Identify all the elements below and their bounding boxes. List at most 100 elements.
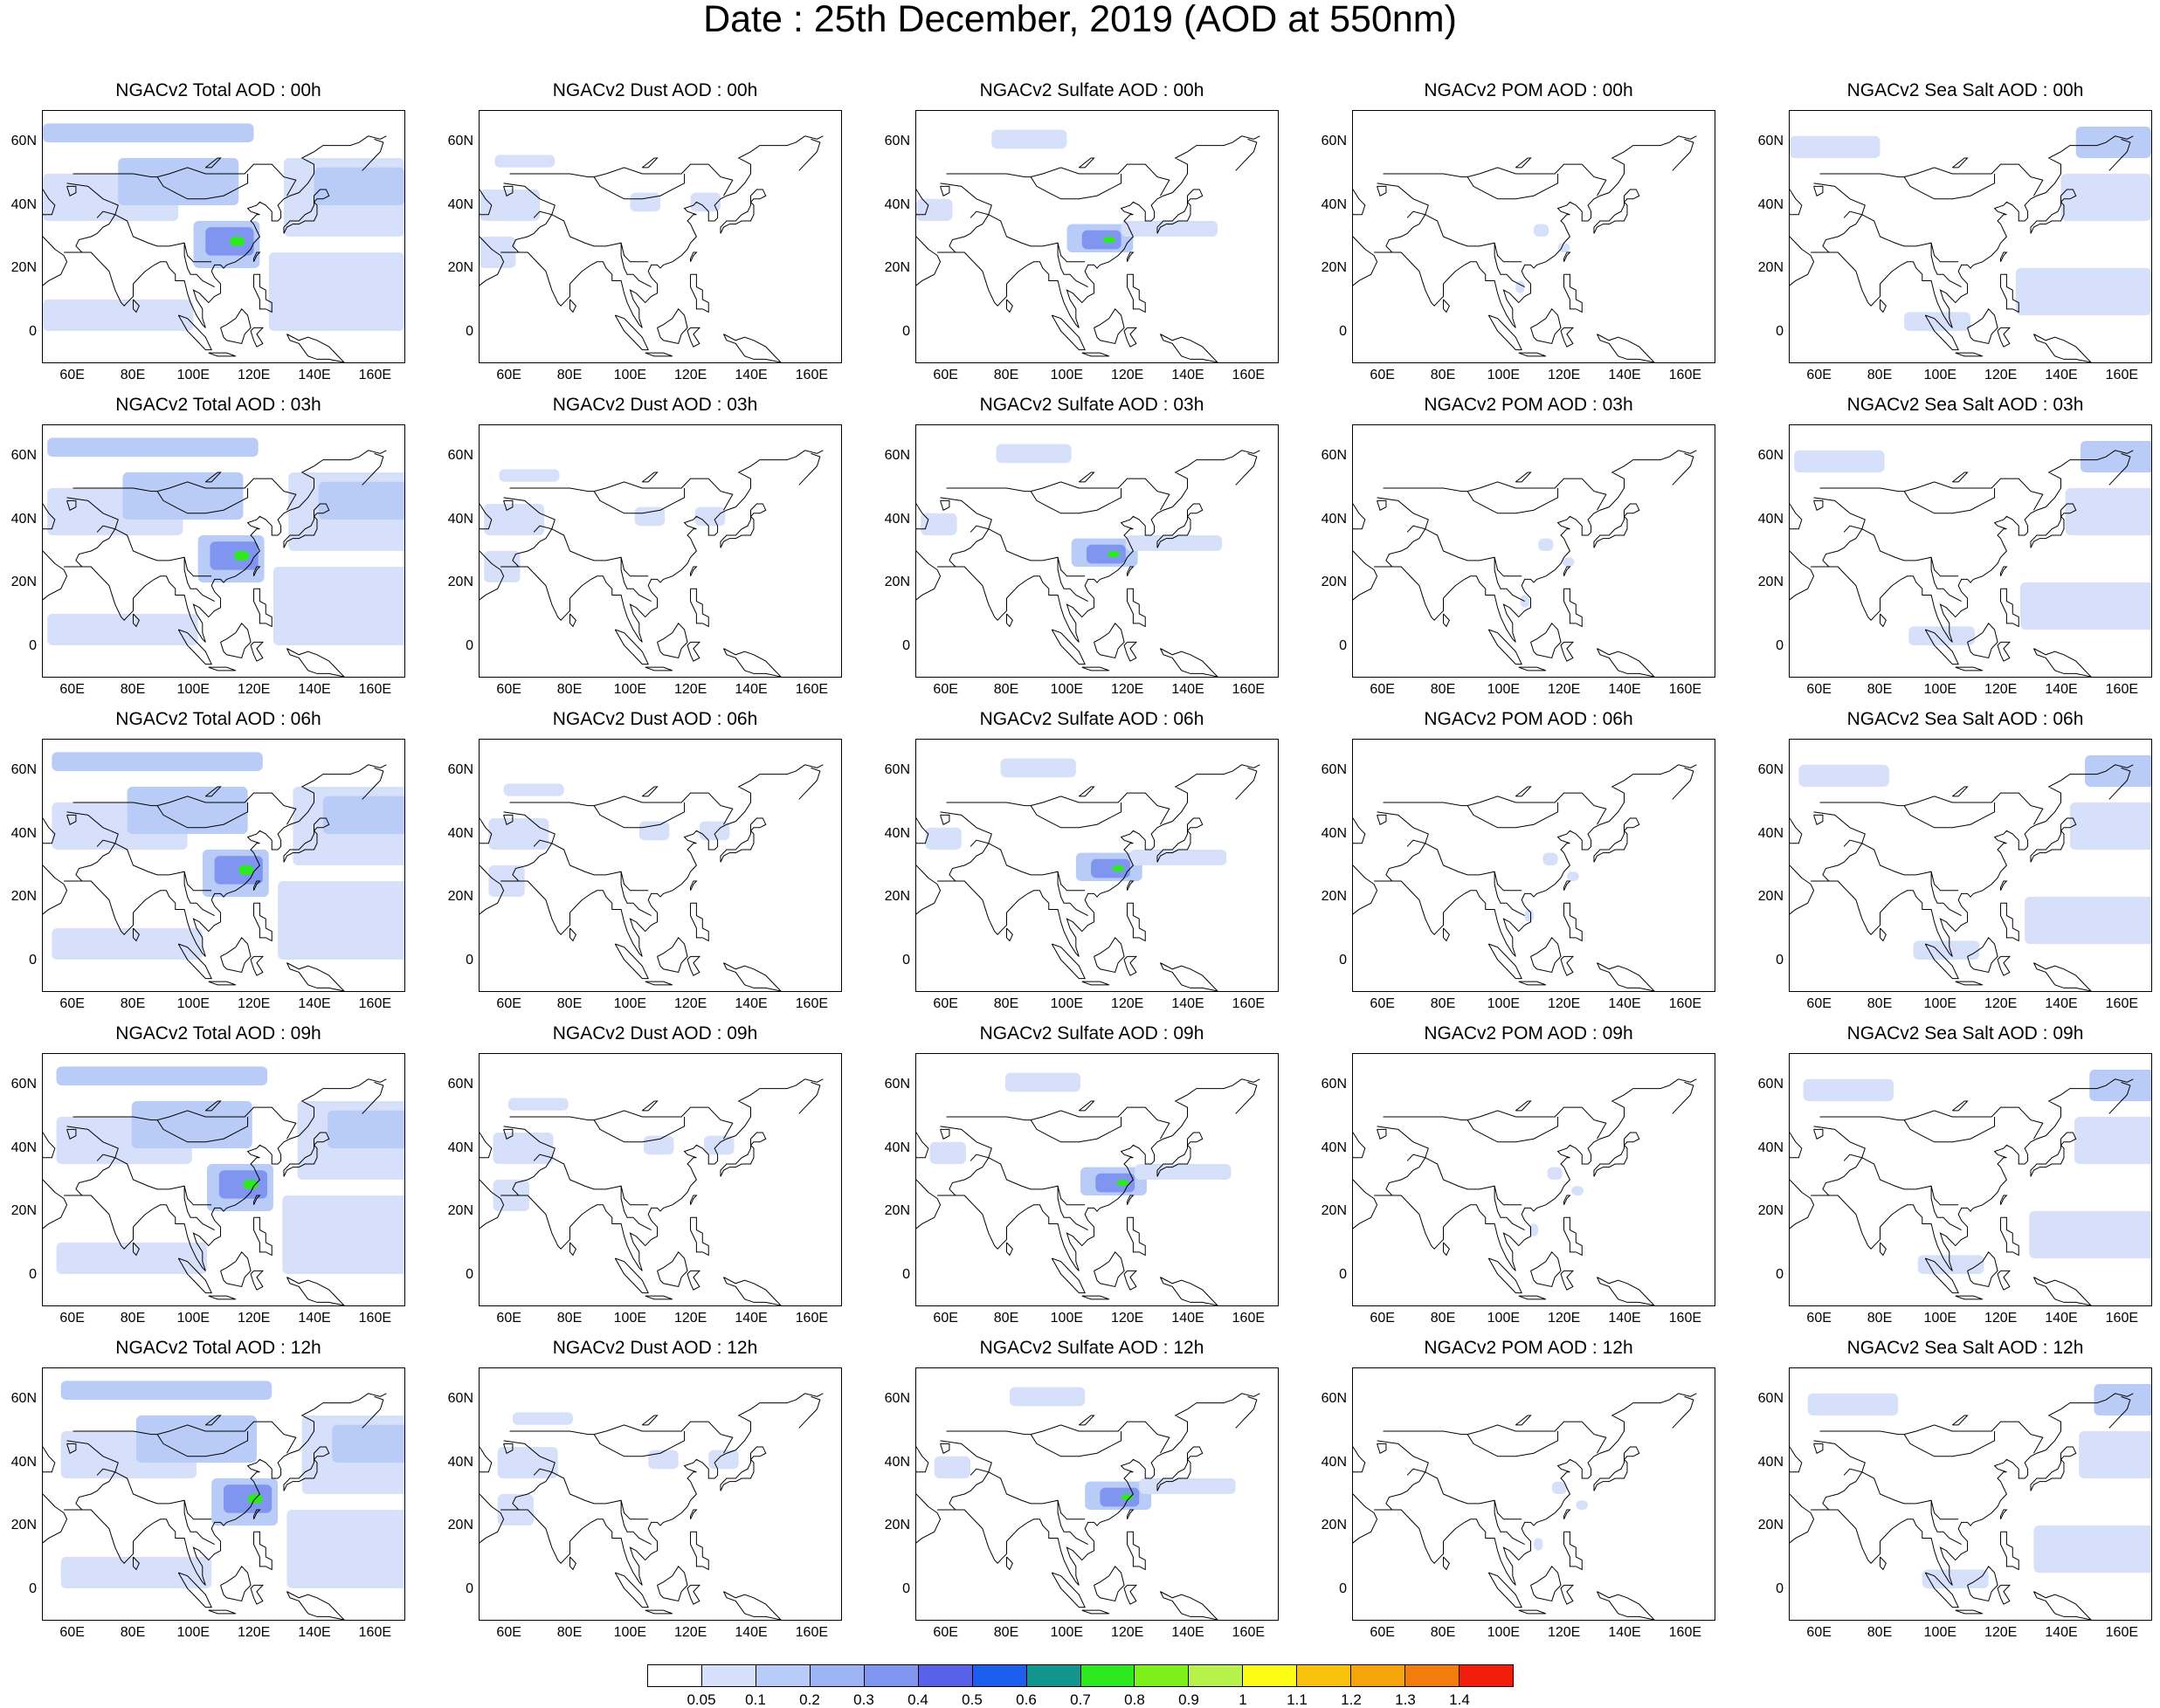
aod-patch	[1807, 1393, 1899, 1415]
aod-field-map	[480, 450, 824, 677]
x-tick-label: 60E	[59, 1625, 85, 1640]
map-frame	[479, 1367, 842, 1621]
aod-patch	[480, 189, 540, 221]
aod-patch	[2074, 1117, 2151, 1164]
y-tick-label: 60N	[447, 1391, 473, 1407]
aod-patch	[1086, 544, 1126, 564]
aod-patch	[318, 481, 404, 520]
aod-patch	[43, 300, 194, 331]
y-tick-label: 60N	[447, 762, 473, 778]
y-tick-label: 40N	[10, 1140, 37, 1155]
y-tick-label: 0	[466, 1266, 473, 1282]
x-tick-label: 80E	[556, 368, 583, 382]
aod-colorbar-labels: 0.05 0.1 0.2 0.3 0.4 0.5 0.6 0.7 0.8 0.9 1 1.1 1.2 1.…	[647, 1692, 1514, 1708]
colorbar-label: 0.4	[907, 1691, 928, 1708]
aod-patch	[1100, 1487, 1140, 1507]
x-tick-label: 60E	[1806, 1625, 1832, 1640]
y-tick-label: 20N	[1321, 260, 1347, 276]
x-tick-label: 100E	[613, 368, 647, 382]
x-tick-label: 120E	[1984, 1311, 2018, 1326]
y-tick-label: 0	[902, 1581, 910, 1596]
colorbar-label: 0.3	[853, 1691, 874, 1708]
aod-patch	[1129, 850, 1227, 865]
map-frame	[1789, 424, 2152, 678]
colorbar-segment	[701, 1665, 756, 1686]
x-tick-label: 80E	[993, 682, 1019, 697]
x-tick-label: 120E	[1110, 996, 1144, 1011]
x-tick-label: 160E	[2105, 1625, 2139, 1640]
aod-patch	[1102, 237, 1115, 244]
x-tick-label: 100E	[1050, 996, 1084, 1011]
y-tick-label: 0	[29, 1266, 37, 1282]
aod-patch	[332, 1424, 404, 1463]
aod-patch	[286, 1510, 404, 1588]
aod-patch	[1121, 221, 1218, 237]
x-tick-label: 80E	[1430, 368, 1456, 382]
colorbar-label: 0.7	[1070, 1691, 1091, 1708]
colorbar-label: 0.9	[1178, 1691, 1199, 1708]
map-frame	[1352, 1367, 1715, 1621]
x-tick-label: 100E	[176, 1625, 210, 1640]
map-frame	[479, 424, 842, 678]
map-frame	[479, 110, 842, 363]
x-tick-label: 140E	[735, 1311, 768, 1326]
coastline	[480, 1393, 824, 1620]
x-tick-label: 60E	[1370, 682, 1395, 697]
x-tick-label: 100E	[1050, 682, 1084, 697]
aod-patch	[1798, 764, 1889, 787]
y-tick-label: 40N	[1321, 196, 1347, 212]
aod-patch	[694, 506, 726, 527]
aod-field-map	[1353, 764, 1697, 991]
x-tick-label: 120E	[673, 996, 707, 1011]
aod-patch	[56, 1066, 268, 1085]
coastline	[1790, 450, 2134, 677]
aod-patch	[1095, 1173, 1135, 1193]
y-tick-label: 60N	[884, 1391, 910, 1407]
aod-patch	[690, 192, 721, 212]
panel-title: NGACv2 Dust AOD : 09h	[552, 1023, 758, 1043]
coastline	[1353, 450, 1697, 677]
y-tick-label: 20N	[10, 1518, 37, 1533]
colorbar-segment	[1243, 1665, 1298, 1686]
aod-patch	[1524, 909, 1534, 922]
aod-field-map	[43, 1381, 404, 1620]
aod-patch	[1529, 1223, 1539, 1236]
coastline	[916, 1393, 1260, 1620]
aod-patch	[1794, 450, 1885, 472]
y-tick-label: 60N	[1757, 134, 1784, 149]
x-tick-label: 80E	[1430, 1625, 1456, 1640]
x-tick-label: 160E	[358, 996, 392, 1011]
x-tick-label: 60E	[1806, 996, 1832, 1011]
y-tick-label: 40N	[1757, 1140, 1784, 1155]
aod-patch	[1547, 1167, 1563, 1180]
map-panel-dust-12h: NGACv2 Dust AOD : 12h 60N 40N 20N 0 60E 80E 100…	[437, 1338, 873, 1652]
aod-patch	[1562, 557, 1575, 567]
aod-patch	[1790, 135, 1881, 158]
map-panel-dust-09h: NGACv2 Dust AOD : 09h 60N 40N 20N 0 60E 80E 100…	[437, 1023, 873, 1338]
y-tick-label: 60N	[1321, 762, 1347, 778]
map-frame	[915, 424, 1279, 678]
aod-patch	[47, 437, 259, 457]
x-tick-label: 140E	[1608, 368, 1641, 382]
map-frame	[1352, 739, 1715, 992]
aod-patch	[499, 469, 560, 482]
y-tick-label: 40N	[1757, 825, 1784, 841]
y-tick-label: 60N	[884, 762, 910, 778]
map-frame	[915, 1367, 1279, 1621]
y-tick-label: 60N	[884, 134, 910, 149]
x-tick-label: 160E	[1232, 996, 1266, 1011]
x-tick-label: 140E	[1171, 996, 1204, 1011]
aod-patch	[278, 881, 404, 960]
y-tick-label: 40N	[1321, 825, 1347, 841]
aod-patch	[218, 1170, 268, 1199]
x-tick-label: 140E	[1608, 996, 1641, 1011]
x-tick-label: 140E	[1171, 368, 1204, 382]
coastline	[916, 764, 1260, 991]
panel-title: NGACv2 Sulfate AOD : 09h	[979, 1023, 1204, 1043]
page-title: Date : 25th December, 2019 (AOD at 550nm…	[703, 0, 1457, 40]
y-tick-label: 20N	[1757, 575, 1784, 590]
panel-title: NGACv2 Sea Salt AOD : 09h	[1846, 1023, 2084, 1043]
map-panel-total-12h: NGACv2 Total AOD : 12h 60N 40N 20N 0 60E 80E 10…	[0, 1338, 437, 1652]
colorbar-label: 0.6	[1016, 1691, 1037, 1708]
y-tick-label: 40N	[1321, 1454, 1347, 1470]
